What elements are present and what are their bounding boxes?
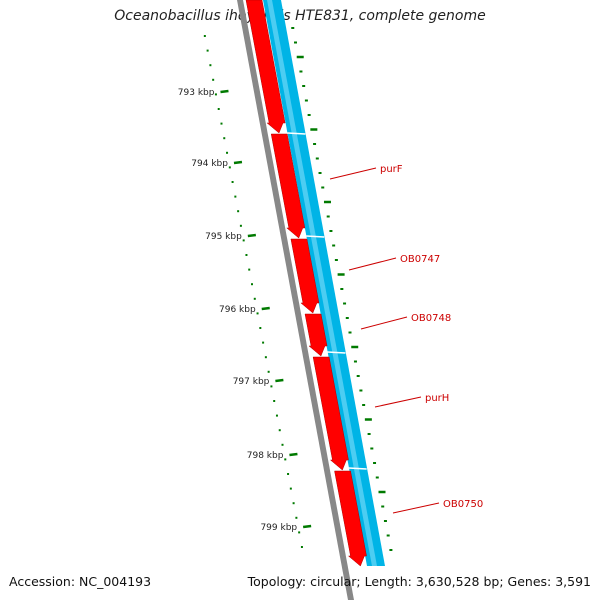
ruler-major-ticks: 793 kbp 794 kbp 795 kbp 796 kbp 797 kbp 798 k… (178, 88, 312, 533)
gene-boundaries (287, 132, 367, 470)
gene-leader-line (392, 502, 440, 514)
ruler-tick-label: 799 kbp (260, 523, 297, 533)
cds-arrow (245, 0, 286, 134)
cds-track (245, 0, 367, 567)
cds-arrow (270, 133, 306, 239)
gene-label: purF (380, 164, 403, 175)
ruler-tick-label: 796 kbp (219, 305, 256, 315)
cds-arrow (304, 313, 328, 357)
gene-divider (306, 235, 325, 238)
genome-backbone (237, 0, 354, 600)
gene-divider (327, 351, 346, 354)
ruler-tick-label: 795 kbp (205, 232, 242, 242)
ruler-major-tick (302, 524, 312, 529)
map-title: Oceanobacillus iheyensis HTE831, complet… (114, 8, 486, 24)
ruler-major-tick (247, 233, 256, 238)
cds-arrow (312, 356, 349, 471)
gene-label: OB0750 (443, 499, 483, 510)
gene-label: OB0747 (400, 254, 440, 265)
ruler-minor-ticks (203, 35, 303, 548)
gene-track-highlight (267, 0, 377, 566)
genome-summary: Topology: circular; Length: 3,630,528 bp… (247, 574, 591, 589)
ruler-major-tick (220, 89, 229, 94)
ruler-tick-label: 798 kbp (247, 451, 284, 461)
gene-leader-line (329, 167, 377, 180)
ruler-major-tick (275, 378, 284, 383)
ruler-tick-label: 797 kbp (233, 377, 270, 387)
outer-ticks (291, 27, 393, 551)
ruler-major-tick (289, 452, 298, 457)
gene-divider (287, 132, 306, 135)
gene-label: purH (425, 393, 449, 404)
gene-leader-line (360, 316, 408, 330)
ruler-major-tick (233, 160, 243, 165)
cds-arrow (290, 238, 320, 314)
gene-leader-line (374, 396, 422, 408)
ruler-major-tick (261, 306, 270, 311)
gene-leader-line (348, 257, 397, 271)
gene-label: OB0748 (411, 313, 451, 324)
ruler-tick-label: 794 kbp (191, 159, 228, 169)
gene-divider (348, 467, 367, 470)
ruler-tick-label: 793 kbp (178, 88, 215, 98)
cds-arrow (334, 470, 367, 567)
accession-label: Accession: NC_004193 (9, 574, 152, 589)
gene-labels: purF OB0747 OB0748 purH OB0750 (329, 164, 483, 514)
